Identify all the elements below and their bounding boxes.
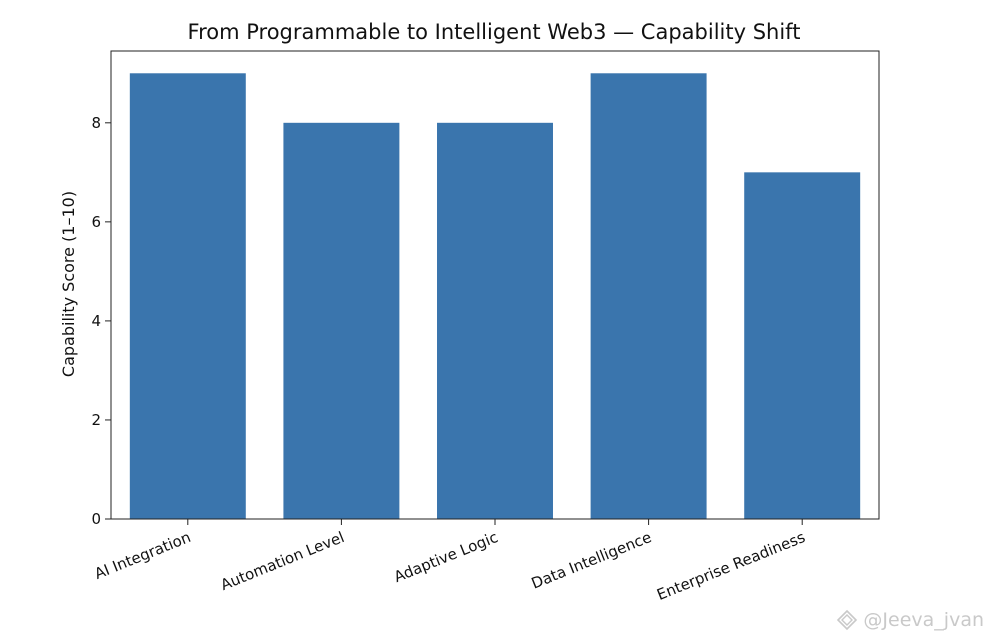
chart-title: From Programmable to Intelligent Web3 — … bbox=[188, 20, 801, 44]
watermark-text: @Jeeva_jvan bbox=[863, 609, 984, 631]
bar bbox=[744, 172, 861, 520]
bar bbox=[437, 122, 553, 520]
y-tick-label: 0 bbox=[91, 510, 101, 528]
x-tick-label: Adaptive Logic bbox=[391, 528, 500, 586]
bar bbox=[590, 73, 707, 520]
plot-area: 0 2 4 6 8 AI Integration Automation Level Adapt… bbox=[91, 50, 880, 604]
watermark: @Jeeva_jvan bbox=[835, 608, 984, 632]
y-tick-label: 6 bbox=[91, 213, 101, 231]
y-tick-label: 2 bbox=[91, 411, 101, 429]
x-tick-label: Data Intelligence bbox=[529, 528, 654, 593]
x-tick-label: AI Integration bbox=[92, 528, 193, 583]
bar bbox=[283, 122, 400, 520]
x-tick-label: Automation Level bbox=[218, 528, 347, 594]
logo-icon bbox=[837, 609, 858, 631]
y-axis-label: Capability Score (1–10) bbox=[59, 191, 78, 377]
y-tick-label: 4 bbox=[91, 312, 101, 330]
y-tick-label: 8 bbox=[91, 114, 101, 132]
bar bbox=[129, 73, 246, 520]
x-tick-label: Enterprise Readiness bbox=[654, 528, 808, 604]
